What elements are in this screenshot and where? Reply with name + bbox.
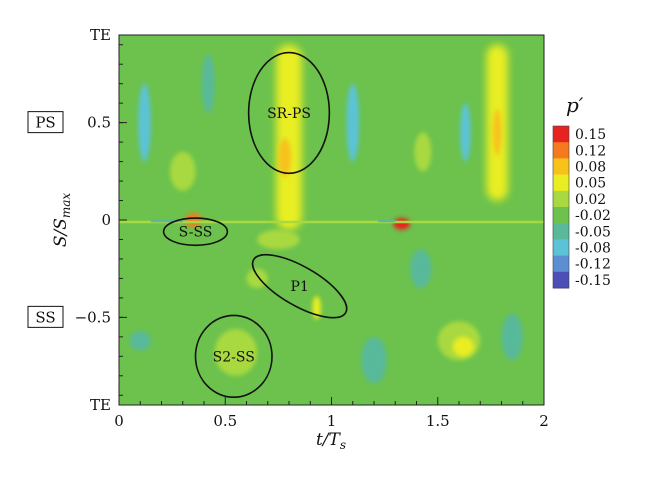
x-tick-label-0: 0 bbox=[114, 412, 124, 430]
colorbar-label-7: -0.08 bbox=[575, 241, 611, 257]
y-edge-label-1: TE bbox=[90, 396, 111, 414]
colorbar-label-8: -0.12 bbox=[575, 257, 611, 273]
y-axis: 0.5 0 −0.5 TE TE bbox=[75, 26, 127, 414]
colorbar-label-5: -0.02 bbox=[575, 208, 611, 224]
colorbar-label-3: 0.05 bbox=[575, 176, 606, 192]
annotation-ellipse-3 bbox=[194, 314, 273, 399]
y-tick-label-1: 0 bbox=[101, 211, 111, 229]
colorbar-label-6: -0.05 bbox=[575, 224, 611, 240]
contour-blob-5 bbox=[346, 83, 360, 162]
x-axis-label: t/Ts bbox=[316, 430, 346, 452]
colorbar-swatch-9 bbox=[553, 271, 569, 289]
side-label-1: SS bbox=[35, 308, 55, 326]
contour-blob-9 bbox=[170, 151, 196, 191]
x-axis: 0 0.5 1 1.5 2 bbox=[114, 397, 549, 430]
contour-blob-18 bbox=[410, 249, 432, 289]
contour-fields bbox=[119, 44, 544, 384]
region-annotations: SR-PS S-SS P1 S2-SS bbox=[162, 51, 348, 399]
annotation-label-2: P1 bbox=[290, 279, 308, 295]
x-tick-label-2: 1 bbox=[327, 412, 337, 430]
contour-blob-7 bbox=[201, 54, 215, 113]
contour-blob-10 bbox=[184, 213, 202, 227]
side-label-box-0 bbox=[27, 111, 64, 134]
y-axis-label: S/Smax bbox=[51, 193, 73, 248]
annotation-ellipse-1 bbox=[162, 217, 229, 247]
contour-blob-13 bbox=[246, 268, 268, 289]
colorbar-label-9: -0.15 bbox=[575, 273, 611, 289]
y-tick-label-2: −0.5 bbox=[75, 308, 111, 326]
contour-blob-14 bbox=[214, 329, 258, 376]
annotation-label-0: SR-PS bbox=[267, 106, 311, 122]
colorbar-swatch-3 bbox=[553, 174, 569, 192]
contour-blob-21 bbox=[501, 313, 523, 361]
colorbar-swatch-5 bbox=[553, 207, 569, 224]
colorbar-swatch-1 bbox=[553, 142, 569, 159]
colorbar-swatch-0 bbox=[553, 126, 569, 143]
y-edge-label-0: TE bbox=[90, 26, 111, 44]
annotation-label-3: S2-SS bbox=[213, 349, 255, 365]
x-tick-label-1: 0.5 bbox=[213, 412, 237, 430]
colorbar: 0.150.120.080.050.02-0.02-0.05-0.08-0.12… bbox=[552, 125, 611, 289]
colorbar-swatch-7 bbox=[553, 239, 569, 257]
contour-blob-11 bbox=[393, 218, 411, 230]
contour-blob-4 bbox=[138, 83, 151, 162]
side-label-box-1 bbox=[27, 305, 64, 328]
colorbar-swatch-6 bbox=[553, 223, 569, 240]
colorbar-swatch-8 bbox=[553, 255, 569, 273]
annotation-label-1: S-SS bbox=[179, 225, 213, 241]
colorbar-swatch-4 bbox=[553, 190, 569, 208]
colorbar-label-0: 0.15 bbox=[575, 127, 606, 143]
contour-blob-3 bbox=[493, 109, 502, 156]
contour-blob-8 bbox=[414, 132, 432, 172]
annotation-ellipse-0 bbox=[247, 51, 331, 175]
contour-blob-20 bbox=[361, 336, 387, 384]
contour-blob-16 bbox=[452, 336, 474, 357]
colorbar-label-1: 0.12 bbox=[575, 143, 606, 159]
colorbar-label-4: 0.02 bbox=[575, 192, 606, 208]
colorbar-frame bbox=[552, 125, 570, 289]
x-tick-label-4: 2 bbox=[539, 412, 549, 430]
contour-blob-6 bbox=[460, 103, 471, 162]
x-tick-label-3: 1.5 bbox=[426, 412, 450, 430]
colorbar-title: p′ bbox=[566, 93, 584, 117]
colorbar-label-2: 0.08 bbox=[575, 160, 606, 176]
side-labels: PS SS bbox=[27, 111, 64, 328]
contour-blob-19 bbox=[129, 331, 151, 351]
y-tick-label-0: 0.5 bbox=[87, 114, 111, 132]
contour-band-0 bbox=[276, 44, 302, 230]
contour-blob-2 bbox=[278, 138, 292, 178]
annotation-ellipse-2 bbox=[251, 253, 348, 319]
contour-blob-17 bbox=[257, 229, 300, 250]
colorbar-swatch-2 bbox=[553, 158, 569, 176]
side-label-0: PS bbox=[35, 114, 55, 132]
